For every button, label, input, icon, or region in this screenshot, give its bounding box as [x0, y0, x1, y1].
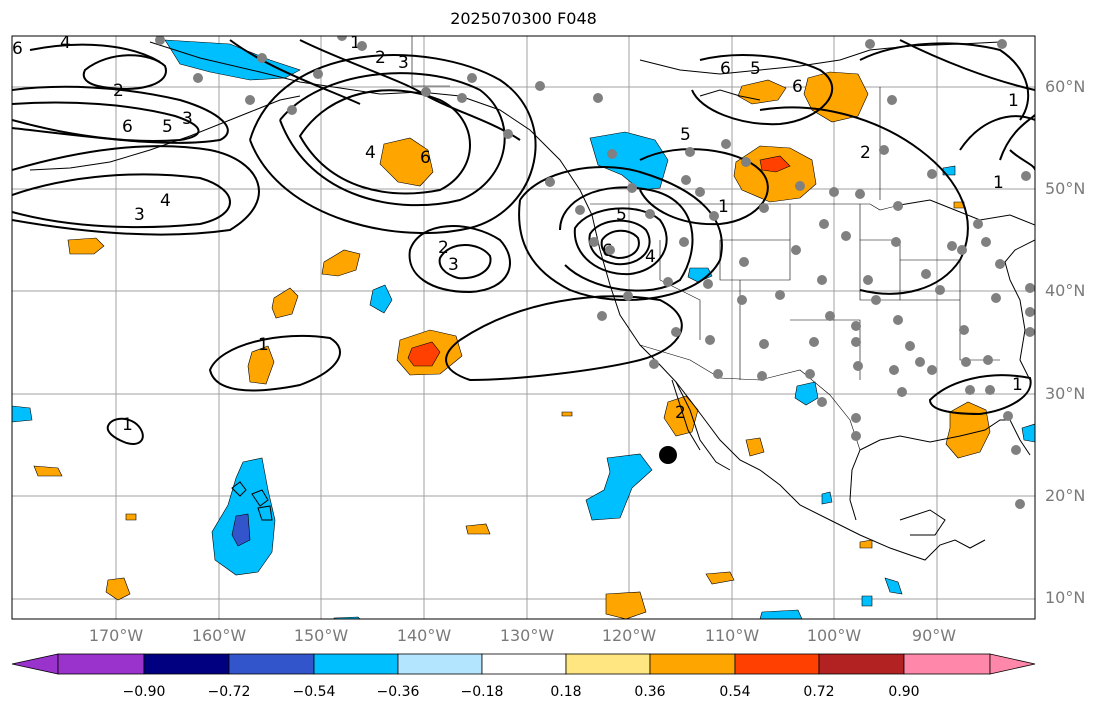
contour-label: 6 [122, 117, 133, 137]
contour-label: 5 [680, 125, 691, 145]
lat-label: 10°N [1045, 588, 1086, 607]
lon-label: 120°W [601, 626, 657, 645]
contour-label: 2 [438, 238, 449, 258]
lon-label: 150°W [293, 626, 349, 645]
contour-label: 1 [350, 33, 361, 53]
contour-label: 6 [12, 39, 23, 59]
colorbar-extend-high [989, 653, 1036, 675]
contour-label: 3 [182, 109, 193, 129]
contour-label: 1 [122, 415, 133, 435]
location-marker [659, 446, 677, 464]
colorbar-tick: 0.18 [550, 684, 582, 700]
coastlines [29, 41, 1035, 561]
contour-label: 2 [113, 81, 124, 101]
contour-label: 6 [792, 77, 803, 97]
colorbar-tick: 0.72 [803, 684, 835, 700]
colorbar-tick: −0.54 [292, 684, 336, 700]
contour-labels: 2 3 6 5 4 3 1 1 2 3 1 2 3 4 6 5 6 4 5 1 … [12, 33, 1023, 435]
contour-label: 3 [398, 53, 409, 73]
colorbar-tick: 0.54 [719, 684, 751, 700]
lat-label: 40°N [1045, 281, 1086, 300]
contour-label: 4 [60, 33, 71, 53]
station-dots [155, 36, 1035, 509]
lon-label: 160°W [191, 626, 247, 645]
map-frame [11, 35, 1036, 620]
lon-label: 140°W [396, 626, 452, 645]
lon-label: 110°W [704, 626, 760, 645]
colorbar-tick: 0.90 [888, 684, 920, 700]
colorbar-tick: 0.36 [634, 684, 666, 700]
colorbar [11, 653, 1036, 675]
contour-label: 6 [720, 59, 731, 79]
contour-label: 1 [1008, 91, 1019, 111]
lon-label: 90°W [911, 626, 957, 645]
contour-label: 4 [365, 143, 376, 163]
contour-label: 5 [750, 59, 761, 79]
contour-label: 1 [993, 173, 1004, 193]
contour-label: 4 [160, 191, 171, 211]
lat-label: 50°N [1045, 179, 1086, 198]
contour-label: 4 [645, 247, 656, 267]
positive-anomaly-fill [33, 71, 991, 619]
colorbar-tick: −0.36 [376, 684, 420, 700]
lat-label: 60°N [1045, 77, 1086, 96]
colorbar-tick: −0.72 [207, 684, 251, 700]
contour-label: 3 [134, 205, 145, 225]
contour-label: 1 [258, 335, 269, 355]
lon-label: 100°W [806, 626, 862, 645]
contour-label: 3 [448, 255, 459, 275]
contour-label: 5 [616, 205, 627, 225]
lat-label: 20°N [1045, 486, 1086, 505]
contour-label: 2 [675, 403, 686, 423]
contour-label: 2 [375, 48, 386, 68]
contour-lines [12, 39, 1035, 446]
contour-label: 1 [718, 197, 729, 217]
lon-label: 130°W [499, 626, 555, 645]
map-title: 2025070300 F048 [450, 9, 597, 28]
lat-label: 30°N [1045, 384, 1086, 403]
contour-label: 6 [420, 148, 431, 168]
lon-label: 170°W [88, 626, 144, 645]
colorbar-tick: −0.90 [122, 684, 166, 700]
colorbar-extend-low [11, 653, 59, 675]
contour-label: 1 [1012, 375, 1023, 395]
colorbar-tick: −0.18 [460, 684, 504, 700]
contour-label: 2 [860, 143, 871, 163]
contour-label: 5 [162, 117, 173, 137]
